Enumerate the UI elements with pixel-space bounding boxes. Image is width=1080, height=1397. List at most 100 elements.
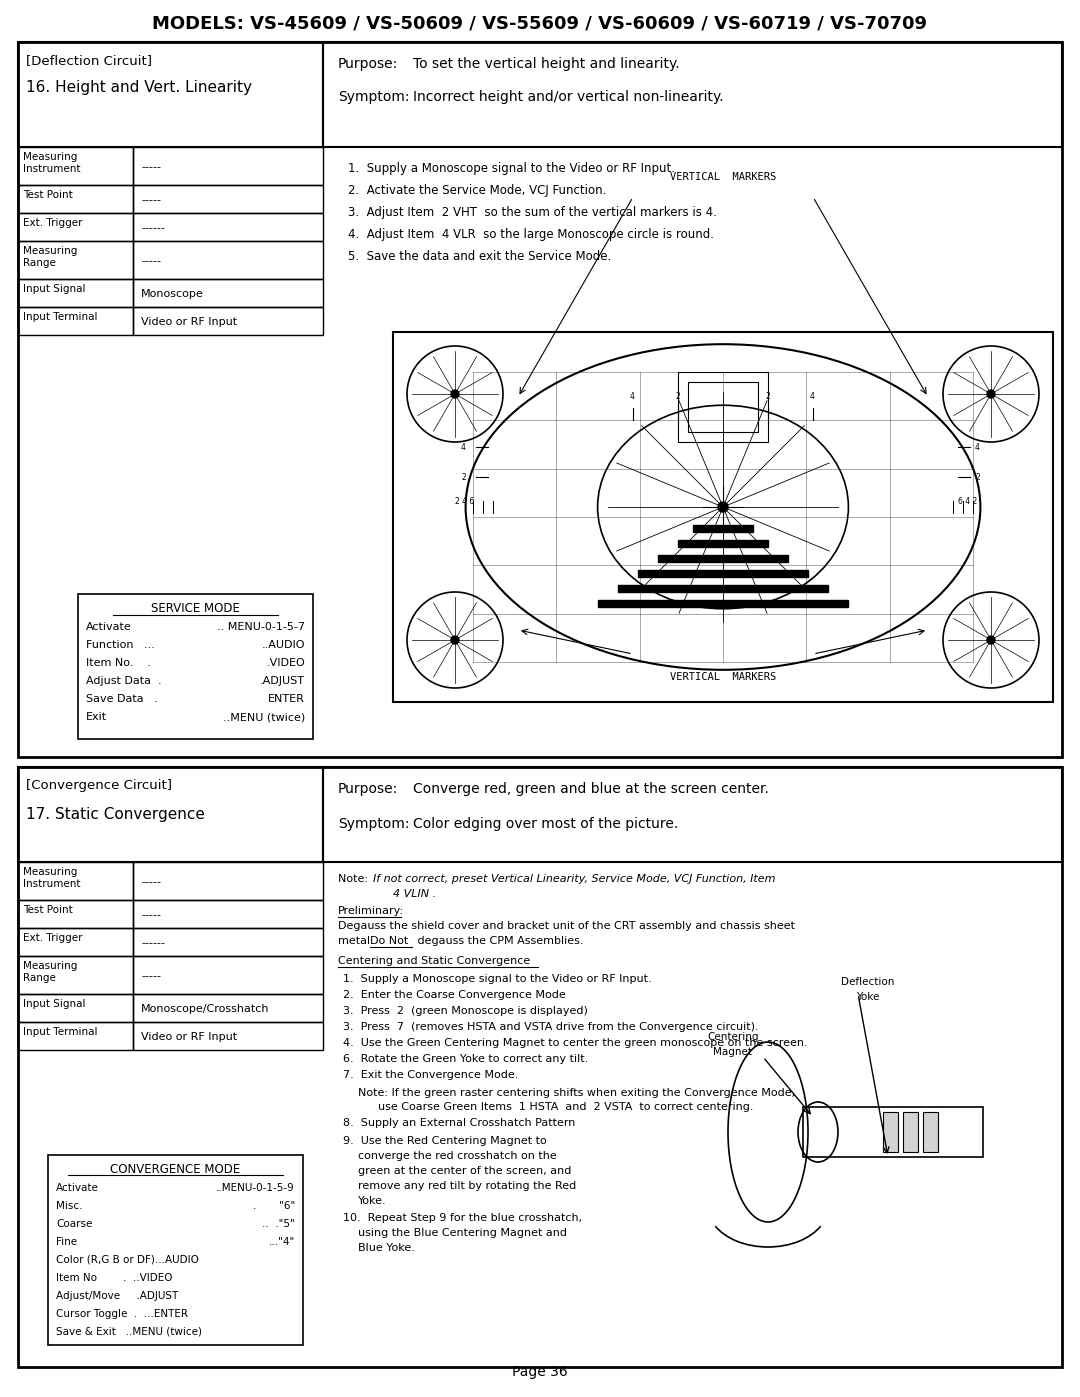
Bar bbox=[18, 995, 133, 1023]
Text: ------: ------ bbox=[141, 224, 165, 233]
Text: To set the vertical height and linearity.: To set the vertical height and linearity… bbox=[413, 57, 679, 71]
Bar bbox=[18, 42, 323, 147]
Bar bbox=[883, 1112, 897, 1153]
Bar bbox=[18, 42, 1062, 757]
Bar bbox=[18, 1023, 133, 1051]
Text: -----: ----- bbox=[141, 256, 161, 265]
Bar bbox=[678, 541, 768, 548]
Circle shape bbox=[987, 636, 995, 644]
Text: ENTER: ENTER bbox=[268, 694, 305, 704]
Bar bbox=[48, 1155, 303, 1345]
Text: 4: 4 bbox=[810, 393, 815, 401]
Bar bbox=[133, 212, 323, 242]
Text: Function   ...: Function ... bbox=[86, 640, 154, 650]
Text: .       "6": . "6" bbox=[253, 1201, 295, 1211]
Bar bbox=[18, 212, 133, 242]
Circle shape bbox=[451, 390, 459, 398]
Text: ------: ------ bbox=[141, 937, 165, 949]
Text: Ext. Trigger: Ext. Trigger bbox=[23, 218, 82, 228]
Text: 9.  Use the Red Centering Magnet to: 9. Use the Red Centering Magnet to bbox=[343, 1136, 546, 1146]
Text: 2: 2 bbox=[765, 393, 770, 401]
Text: Save & Exit   ..MENU (twice): Save & Exit ..MENU (twice) bbox=[56, 1327, 202, 1337]
Text: If not correct, preset Vertical Linearity, Service Mode, VCJ Function, Item: If not correct, preset Vertical Linearit… bbox=[373, 875, 775, 884]
Text: 6 4 2: 6 4 2 bbox=[958, 497, 977, 506]
Bar bbox=[133, 900, 323, 928]
Text: using the Blue Centering Magnet and: using the Blue Centering Magnet and bbox=[357, 1228, 567, 1238]
Text: CONVERGENCE MODE: CONVERGENCE MODE bbox=[110, 1162, 240, 1176]
Bar bbox=[638, 570, 808, 577]
Text: Measuring
Instrument: Measuring Instrument bbox=[23, 868, 81, 888]
Text: Centering and Static Convergence: Centering and Static Convergence bbox=[338, 956, 530, 965]
Text: green at the center of the screen, and: green at the center of the screen, and bbox=[357, 1166, 571, 1176]
Text: 4 VLIN .: 4 VLIN . bbox=[393, 888, 436, 900]
Text: Cursor Toggle  .  ...ENTER: Cursor Toggle . ...ENTER bbox=[56, 1309, 188, 1319]
Bar bbox=[393, 332, 1053, 703]
Bar bbox=[133, 279, 323, 307]
Bar bbox=[658, 555, 788, 562]
Text: Yoke: Yoke bbox=[856, 992, 880, 1002]
Text: Adjust/Move     .ADJUST: Adjust/Move .ADJUST bbox=[56, 1291, 178, 1301]
Circle shape bbox=[451, 636, 459, 644]
Text: Misc.: Misc. bbox=[56, 1201, 82, 1211]
Text: Monoscope/Crosshatch: Monoscope/Crosshatch bbox=[141, 1004, 270, 1014]
Bar bbox=[18, 767, 1062, 1368]
Text: Measuring
Range: Measuring Range bbox=[23, 961, 78, 982]
Text: 16. Height and Vert. Linearity: 16. Height and Vert. Linearity bbox=[26, 80, 252, 95]
Text: 4.  Use the Green Centering Magnet to center the green monoscope on the screen.: 4. Use the Green Centering Magnet to cen… bbox=[343, 1038, 808, 1048]
Bar bbox=[18, 307, 133, 335]
Text: ..MENU-0-1-5-9: ..MENU-0-1-5-9 bbox=[216, 1183, 295, 1193]
Text: 10.  Repeat Step 9 for the blue crosshatch,: 10. Repeat Step 9 for the blue crosshatc… bbox=[343, 1213, 582, 1222]
Bar bbox=[804, 1106, 983, 1157]
Text: Item No.    .: Item No. . bbox=[86, 658, 151, 668]
Text: Test Point: Test Point bbox=[23, 905, 72, 915]
Bar bbox=[133, 147, 323, 184]
Bar bbox=[678, 372, 768, 441]
Text: Note: If the green raster centering shifts when exiting the Convergence Mode,: Note: If the green raster centering shif… bbox=[357, 1088, 795, 1098]
Bar bbox=[18, 147, 133, 184]
Bar bbox=[688, 381, 758, 432]
Text: 4: 4 bbox=[630, 393, 635, 401]
Text: 2 4 6: 2 4 6 bbox=[455, 497, 474, 506]
Bar bbox=[78, 594, 313, 739]
Bar bbox=[133, 995, 323, 1023]
Text: Item No        .  ..VIDEO: Item No . ..VIDEO bbox=[56, 1273, 173, 1282]
Text: Video or RF Input: Video or RF Input bbox=[141, 317, 238, 327]
Bar bbox=[18, 184, 133, 212]
Text: Color edging over most of the picture.: Color edging over most of the picture. bbox=[413, 817, 678, 831]
Bar bbox=[18, 862, 133, 900]
Text: 8.  Supply an External Crosshatch Pattern: 8. Supply an External Crosshatch Pattern bbox=[343, 1118, 576, 1127]
Bar bbox=[133, 862, 323, 900]
Text: ..."4": ..."4" bbox=[269, 1236, 295, 1248]
Text: Centering: Centering bbox=[707, 1032, 759, 1042]
Text: -----: ----- bbox=[141, 971, 161, 981]
Text: [Convergence Circuit]: [Convergence Circuit] bbox=[26, 780, 172, 792]
Text: .ADJUST: .ADJUST bbox=[260, 676, 305, 686]
Bar bbox=[18, 956, 133, 995]
Text: converge the red crosshatch on the: converge the red crosshatch on the bbox=[357, 1151, 557, 1161]
Text: Video or RF Input: Video or RF Input bbox=[141, 1032, 238, 1042]
Text: 2.  Enter the Coarse Convergence Mode: 2. Enter the Coarse Convergence Mode bbox=[343, 990, 566, 1000]
Text: Fine: Fine bbox=[56, 1236, 77, 1248]
Text: Save Data   .: Save Data . bbox=[86, 694, 158, 704]
Text: Monoscope: Monoscope bbox=[141, 289, 204, 299]
Circle shape bbox=[718, 502, 728, 511]
Text: -----: ----- bbox=[141, 909, 161, 921]
Text: Page 36: Page 36 bbox=[512, 1365, 568, 1379]
Text: Preliminary:: Preliminary: bbox=[338, 907, 404, 916]
Text: Input Terminal: Input Terminal bbox=[23, 1027, 97, 1037]
Text: .. MENU-0-1-5-7: .. MENU-0-1-5-7 bbox=[217, 622, 305, 631]
Text: MODELS: VS-45609 / VS-50609 / VS-55609 / VS-60609 / VS-60719 / VS-70709: MODELS: VS-45609 / VS-50609 / VS-55609 /… bbox=[152, 15, 928, 34]
Bar bbox=[18, 242, 133, 279]
Text: Exit: Exit bbox=[86, 712, 107, 722]
Text: 3.  Press  2  (green Monoscope is displayed): 3. Press 2 (green Monoscope is displayed… bbox=[343, 1006, 588, 1016]
Text: Input Terminal: Input Terminal bbox=[23, 312, 97, 321]
Bar bbox=[598, 599, 848, 608]
Bar bbox=[923, 1112, 939, 1153]
Text: VERTICAL  MARKERS: VERTICAL MARKERS bbox=[670, 672, 777, 682]
Text: Purpose:: Purpose: bbox=[338, 57, 399, 71]
Text: Symptom:: Symptom: bbox=[338, 89, 409, 103]
Text: Incorrect height and/or vertical non-linearity.: Incorrect height and/or vertical non-lin… bbox=[413, 89, 724, 103]
Bar bbox=[133, 1023, 323, 1051]
Text: 7.  Exit the Convergence Mode.: 7. Exit the Convergence Mode. bbox=[343, 1070, 518, 1080]
Text: 4: 4 bbox=[975, 443, 980, 453]
